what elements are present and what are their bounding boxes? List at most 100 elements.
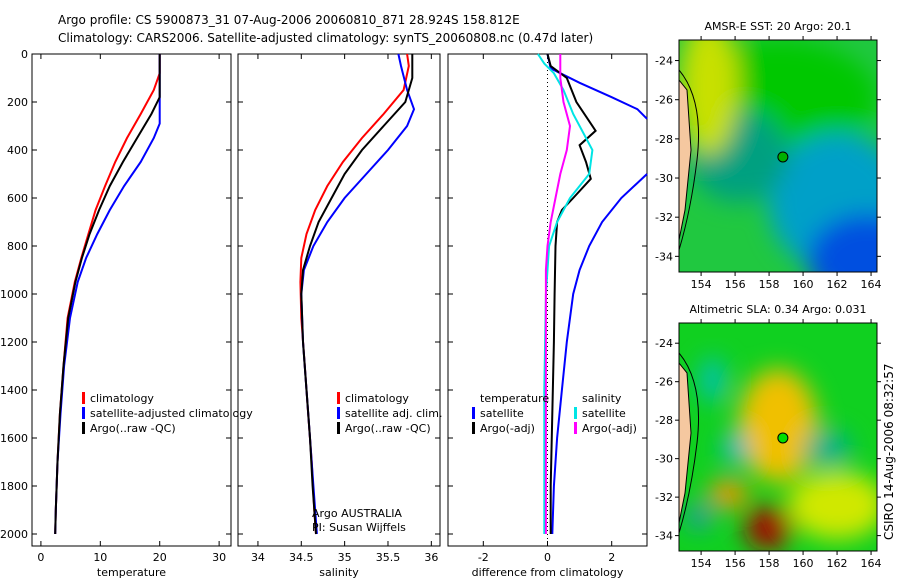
lat-label: -24 <box>655 55 673 68</box>
y-tick-label: 2000 <box>0 528 28 541</box>
lon-label: 164 <box>861 278 882 291</box>
legend-label: satellite adj. clim. <box>345 407 442 420</box>
lon-label: 154 <box>691 278 712 291</box>
annotation: PI: Susan Wijffels <box>312 521 406 534</box>
map-blob <box>722 434 747 463</box>
sla-map: 154 156 158 160 162 164 -24 -26 -28 -30 -32 -34 Alti… <box>655 303 882 570</box>
x-axis-label: difference from climatology <box>472 566 624 579</box>
legend-label: Argo(-adj) <box>480 422 535 435</box>
map-title: AMSR-E SST: 20 Argo: 20.1 <box>704 20 851 33</box>
lat-label: -32 <box>655 211 673 224</box>
lat-label: -34 <box>655 530 673 543</box>
lat-label: -28 <box>655 414 673 427</box>
series-line <box>546 53 597 534</box>
series-line <box>300 54 414 535</box>
x-axis-label: temperature <box>97 566 166 579</box>
title-line2: Climatology: CARS2006. Satellite-adjuste… <box>58 31 593 45</box>
map-field <box>679 323 877 551</box>
map-blob <box>688 505 709 529</box>
map-blob <box>807 214 877 272</box>
depth-contour <box>679 352 700 534</box>
y-tick-label: 1400 <box>0 384 28 397</box>
lat-label: -32 <box>655 491 673 504</box>
y-tick-label: 0 <box>21 48 28 61</box>
x-tick-label: 20 <box>153 551 167 564</box>
plot-frame <box>31 53 232 547</box>
x-tick-label: 0 <box>37 551 44 564</box>
lon-label: 160 <box>793 557 814 570</box>
series-line <box>551 173 648 535</box>
legend-label: climatology <box>90 392 154 405</box>
x-tick-label: 34 <box>251 551 265 564</box>
temperature-panel: 0 10 20 30 0 200 400 600 800 1000 1200 1400 1600 1800… <box>0 48 253 579</box>
lat-label: -26 <box>655 94 673 107</box>
map-blob <box>787 471 877 540</box>
map-field <box>679 40 877 272</box>
legend-swatch <box>574 407 577 419</box>
lat-label: -30 <box>655 453 673 466</box>
lon-label: 162 <box>827 557 848 570</box>
footer-timestamp: CSIRO 14-Aug-2006 08:32:57 <box>882 364 896 540</box>
y-tick-label: 800 <box>7 240 28 253</box>
map-anomalies <box>679 40 877 272</box>
y-tick-label: 200 <box>7 96 28 109</box>
lat-label: -24 <box>655 337 673 350</box>
x-tick-label: 10 <box>93 551 107 564</box>
map-blob <box>738 368 818 483</box>
coastline <box>679 79 692 241</box>
legend-swatch <box>337 392 340 404</box>
legend-swatch <box>82 392 85 404</box>
series-line <box>300 53 416 535</box>
legend-swatch <box>337 407 340 419</box>
x-tick-label: -2 <box>478 551 489 564</box>
lat-label: -30 <box>655 172 673 185</box>
legend-label: climatology <box>345 392 409 405</box>
legend-label: Argo(..raw -QC) <box>345 422 431 435</box>
y-tick-label: 1200 <box>0 336 28 349</box>
y-tick-label: 1800 <box>0 480 28 493</box>
lat-label: -28 <box>655 133 673 146</box>
legend-swatch <box>337 422 340 434</box>
legend-label: Argo(-adj) <box>582 422 637 435</box>
legend-label: satellite <box>582 407 626 420</box>
x-tick-label: 35 <box>338 551 352 564</box>
annotation: Argo AUSTRALIA <box>312 507 402 520</box>
map-frame <box>678 322 878 552</box>
legend-swatch <box>472 422 475 434</box>
map-title: Altimetric SLA: 0.34 Argo: 0.031 <box>689 303 866 316</box>
lon-label: 158 <box>759 278 780 291</box>
x-tick-label: 34.5 <box>289 551 314 564</box>
argo-location-marker <box>777 151 789 163</box>
lon-label: 154 <box>691 557 712 570</box>
legend-label: temperature <box>480 392 549 405</box>
plot-frame <box>447 53 648 547</box>
x-tick-label: 0 <box>544 551 551 564</box>
lon-label: 158 <box>759 557 780 570</box>
map-blob <box>744 505 792 551</box>
series-line <box>537 53 594 534</box>
sst-map: 154 156 158 160 162 164 -24 -26 -28 -30 -32 -34 AMSR… <box>655 20 882 291</box>
x-tick-label: 30 <box>212 551 226 564</box>
map-frame <box>678 39 878 273</box>
lat-label: -26 <box>655 376 673 389</box>
lon-label: 162 <box>827 278 848 291</box>
difference-panel: -2 0 2 difference from climatology temperatu… <box>447 53 648 579</box>
coastline <box>679 362 692 524</box>
y-tick-label: 1000 <box>0 288 28 301</box>
depth-contour <box>679 69 700 251</box>
y-tick-label: 400 <box>7 144 28 157</box>
legend-label: salinity <box>582 392 622 405</box>
lon-label: 156 <box>725 278 746 291</box>
x-tick-label: 2 <box>608 551 615 564</box>
map-blob <box>803 430 852 467</box>
title-line1: Argo profile: CS 5900873_31 07-Aug-2006 … <box>58 13 520 27</box>
salinity-panel: 34 34.5 35 35.5 36 salinity climatology satelli… <box>237 53 442 579</box>
y-tick-label: 600 <box>7 192 28 205</box>
lon-label: 156 <box>725 557 746 570</box>
lon-label: 160 <box>793 278 814 291</box>
lat-label: -34 <box>655 250 673 263</box>
legend-label: satellite <box>480 407 524 420</box>
argo-location-marker <box>777 432 789 444</box>
map-blob <box>700 357 725 403</box>
